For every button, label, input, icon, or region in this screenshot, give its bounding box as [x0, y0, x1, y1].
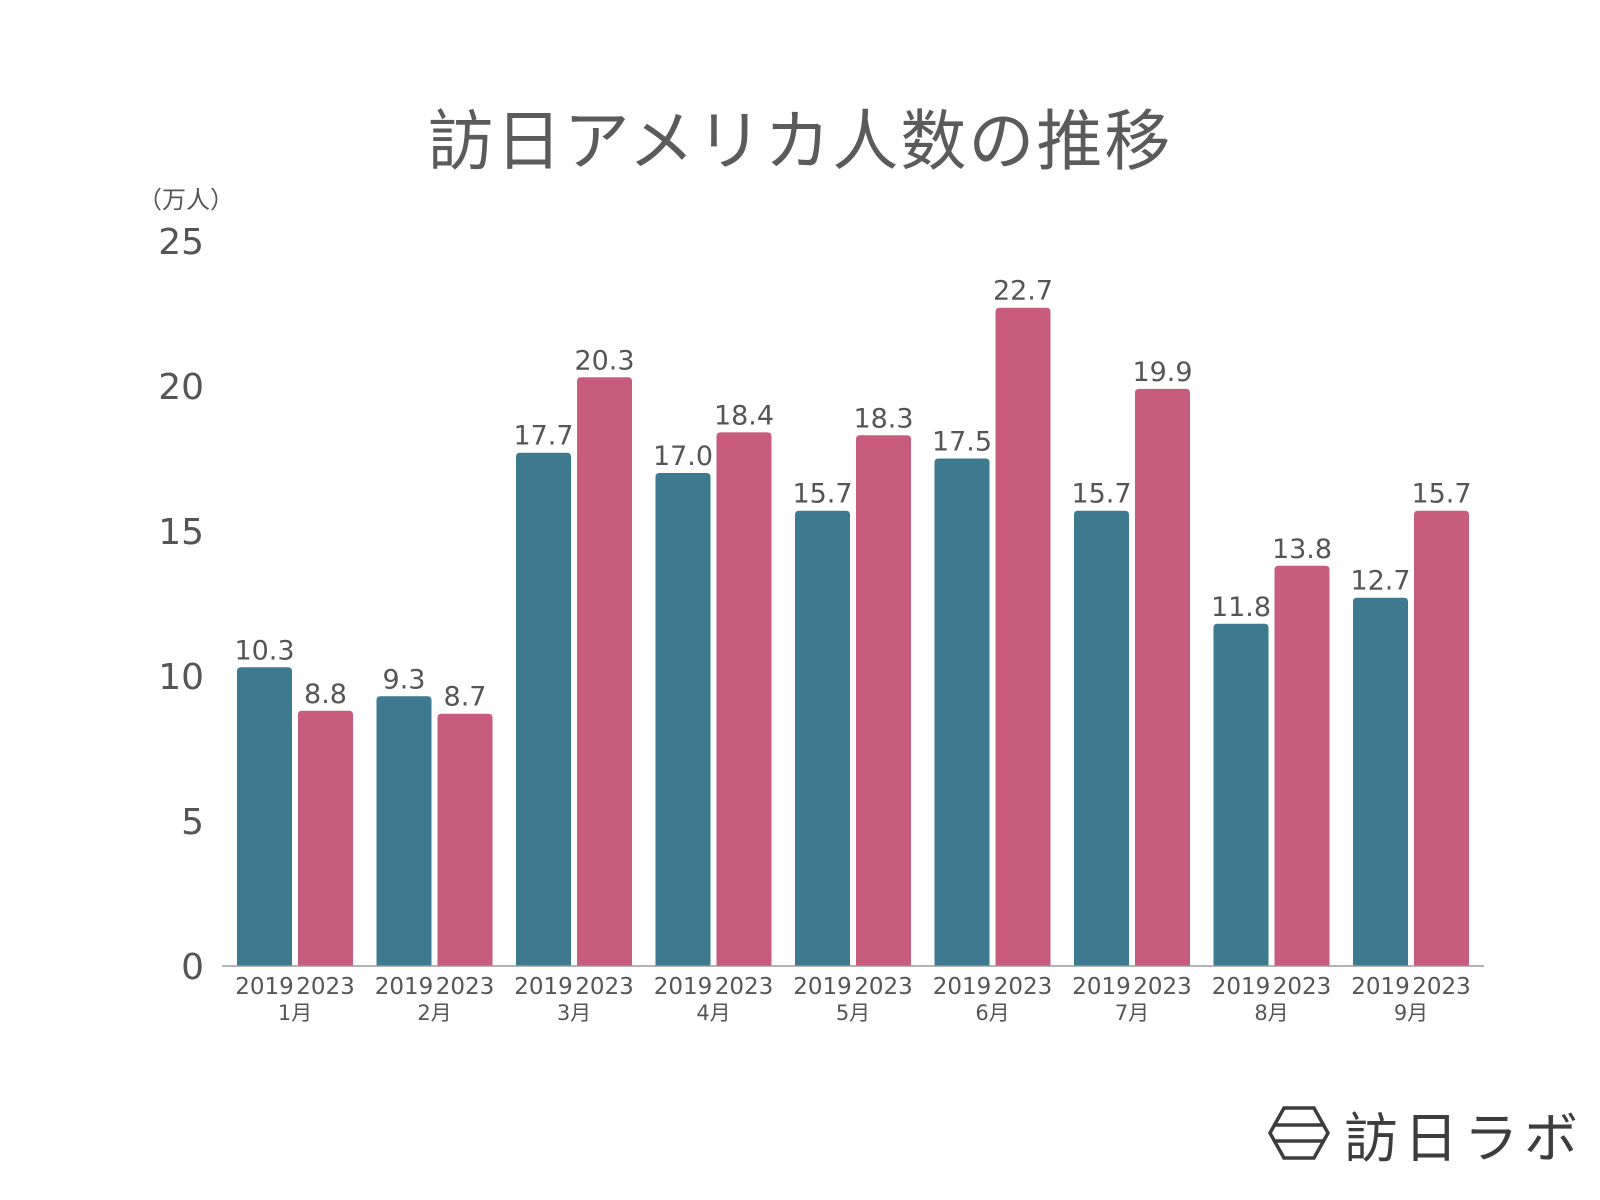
bar-2023 — [856, 435, 911, 966]
x-category-label: 7月 — [1115, 1001, 1149, 1025]
x-series-year-label: 2023 — [854, 974, 913, 1000]
data-label: 15.7 — [1411, 479, 1471, 510]
bar-2023 — [1274, 565, 1330, 966]
data-label: 9.3 — [383, 664, 426, 695]
data-label: 17.7 — [513, 421, 573, 452]
bar-2019 — [655, 473, 711, 966]
data-label: 8.7 — [444, 682, 487, 713]
x-series-year-label: 2019 — [793, 974, 852, 1000]
data-label: 20.3 — [574, 345, 634, 376]
x-series-year-label: 2019 — [654, 974, 713, 1000]
x-category-label: 2月 — [417, 1001, 451, 1025]
bar-2019 — [1213, 623, 1269, 966]
data-label: 8.8 — [304, 679, 347, 710]
data-label: 15.7 — [792, 479, 852, 510]
y-tick-label: 15 — [158, 512, 204, 553]
y-tick-label: 0 — [181, 947, 204, 988]
y-axis-unit-label: （万人） — [138, 186, 234, 214]
y-tick-label: 10 — [158, 657, 204, 698]
x-series-year-label: 2023 — [715, 974, 774, 1000]
data-label: 10.3 — [234, 635, 294, 666]
x-category-label: 6月 — [975, 1001, 1009, 1025]
x-series-year-label: 2023 — [1133, 974, 1192, 1000]
x-series-year-label: 2023 — [575, 974, 634, 1000]
x-series-year-label: 2023 — [1412, 974, 1471, 1000]
x-category-label: 9月 — [1394, 1001, 1428, 1025]
bar-2019 — [516, 452, 571, 966]
x-series-year-label: 2019 — [514, 974, 573, 1000]
x-category-label: 5月 — [836, 1001, 870, 1025]
x-series-year-label: 2023 — [994, 974, 1053, 1000]
x-series-year-label: 2023 — [1273, 974, 1332, 1000]
data-label: 19.9 — [1132, 357, 1192, 388]
bar-2023 — [298, 710, 353, 966]
chart-title: 訪日アメリカ人数の推移 — [427, 103, 1173, 180]
x-series-year-label: 2019 — [1212, 974, 1271, 1000]
data-label: 17.5 — [932, 427, 992, 458]
bar-2023 — [1135, 388, 1190, 966]
data-label: 15.7 — [1071, 479, 1131, 510]
x-category-label: 3月 — [557, 1001, 591, 1025]
bars-group — [237, 307, 1469, 966]
bar-2019 — [934, 458, 990, 966]
bar-2023 — [995, 307, 1051, 966]
bar-2023 — [1414, 510, 1469, 966]
hexagon-logo-icon — [1268, 1106, 1330, 1160]
x-series-year-label: 2019 — [375, 974, 434, 1000]
brand-logo: 訪日ラボ — [1268, 1098, 1584, 1170]
data-label: 11.8 — [1211, 592, 1271, 623]
y-axis-ticks: 0 5 10 15 20 25 — [158, 222, 204, 988]
x-series-year-label: 2023 — [436, 974, 495, 1000]
bar-2019 — [376, 696, 432, 966]
x-series-year-label: 2019 — [235, 974, 294, 1000]
bar-2019 — [1353, 597, 1408, 966]
x-category-label: 4月 — [696, 1001, 730, 1025]
data-label: 12.7 — [1350, 566, 1410, 597]
x-series-year-label: 2019 — [933, 974, 992, 1000]
bar-2019 — [1074, 510, 1129, 966]
data-labels-group: 10.3 8.8 9.3 8.7 17.7 20.3 17.018.4 15.7 18.3 17.… — [234, 276, 1471, 713]
y-tick-label: 25 — [158, 222, 204, 263]
y-tick-label: 20 — [158, 367, 204, 408]
data-label: 18.3 — [853, 403, 913, 434]
bar-2023 — [577, 377, 632, 966]
bar-2023 — [437, 713, 493, 966]
bar-2023 — [716, 432, 772, 966]
bar-2019 — [795, 510, 850, 966]
x-category-label: 1月 — [278, 1001, 312, 1025]
data-label: 22.7 — [993, 276, 1053, 307]
data-label: 13.8 — [1272, 534, 1332, 565]
x-series-year-label: 2023 — [296, 974, 355, 1000]
data-label: 18.4 — [714, 400, 774, 431]
bar-2019 — [237, 667, 292, 966]
x-series-year-label: 2019 — [1351, 974, 1410, 1000]
y-tick-label: 5 — [181, 802, 204, 843]
brand-logo-text: 訪日ラボ — [1344, 1106, 1584, 1170]
x-category-label: 8月 — [1254, 1001, 1288, 1025]
data-label: 17.0 — [653, 441, 713, 472]
x-series-year-label: 2019 — [1072, 974, 1131, 1000]
